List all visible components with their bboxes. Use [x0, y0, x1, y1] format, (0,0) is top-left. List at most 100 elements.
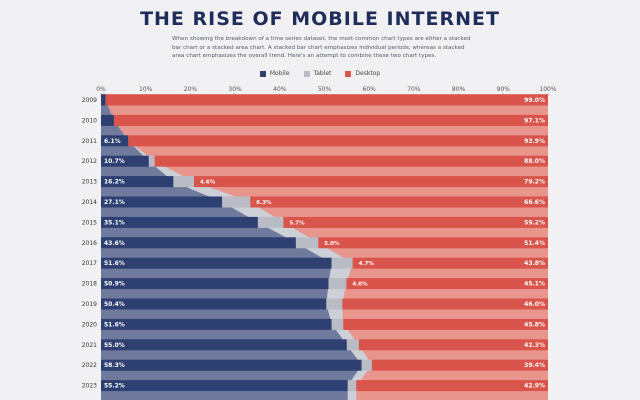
mobile-value-label: 50.9% [104, 281, 125, 288]
legend: Mobile Tablet Desktop [0, 70, 640, 77]
desktop-bar [346, 278, 548, 290]
desktop-value-label: 42.3% [524, 342, 545, 349]
desktop-value-label: 42.9% [524, 383, 545, 390]
year-label: 2010 [82, 117, 97, 124]
desktop-value-label: 88.0% [524, 158, 545, 165]
legend-swatch-desktop [345, 70, 352, 77]
tablet-bar [331, 257, 353, 269]
mobile-bar [101, 380, 348, 392]
year-label: 2009 [82, 97, 97, 104]
mobile-value-label: 55.2% [104, 383, 125, 390]
desktop-value-label: 79.2% [524, 179, 545, 186]
year-label: 2011 [82, 138, 97, 145]
tablet-value-label: 4.7% [359, 261, 375, 267]
mobile-bar [101, 278, 329, 290]
desktop-value-label: 45.8% [524, 321, 545, 328]
legend-label-desktop: Desktop [355, 70, 381, 77]
x-tick-label: 20% [184, 86, 198, 93]
mobile-value-label: 6.1% [104, 138, 121, 145]
legend-swatch-mobile [259, 70, 266, 77]
tablet-bar [173, 176, 194, 188]
year-label: 2014 [82, 199, 97, 206]
desktop-bar [128, 135, 548, 147]
x-tick-label: 100% [539, 86, 556, 93]
tablet-bar [222, 196, 251, 208]
legend-item-mobile: Mobile [259, 70, 290, 77]
mobile-value-label: 51.6% [104, 321, 125, 328]
x-tick-label: 80% [452, 86, 466, 93]
mobile-bar [101, 237, 296, 249]
year-label: 2013 [82, 179, 97, 186]
tablet-value-label: 5.7% [289, 220, 305, 226]
x-tick-label: 50% [318, 86, 332, 93]
mobile-bar [101, 155, 149, 167]
desktop-value-label: 99.0% [524, 97, 545, 104]
mobile-bar [101, 135, 129, 147]
x-tick-label: 30% [228, 86, 242, 93]
x-tick-label: 60% [363, 86, 377, 93]
desktop-bar [358, 339, 548, 351]
year-label: 2018 [82, 281, 97, 288]
desktop-bar [105, 94, 548, 106]
tablet-value-label: 5.0% [324, 241, 340, 247]
x-tick-label: 90% [497, 86, 511, 93]
legend-label-mobile: Mobile [269, 70, 290, 77]
desktop-value-label: 59.2% [524, 219, 545, 226]
year-label: 2022 [82, 362, 97, 369]
desktop-value-label: 97.1% [524, 117, 545, 124]
x-tick-label: 40% [273, 86, 287, 93]
tablet-value-label: 4.0% [352, 282, 368, 288]
legend-item-desktop: Desktop [345, 70, 380, 77]
desktop-bar [343, 318, 548, 330]
mobile-bar [101, 176, 174, 188]
desktop-value-label: 39.4% [524, 362, 545, 369]
mobile-bar [101, 216, 258, 228]
mobile-value-label: 50.4% [104, 301, 125, 308]
tablet-value-label: 6.3% [256, 200, 272, 206]
year-label: 2012 [82, 158, 97, 165]
chart-subtitle: When showing the breakdown of a time ser… [172, 36, 471, 60]
tablet-bar [346, 339, 359, 351]
tablet-bar [328, 278, 347, 290]
year-label: 2021 [82, 342, 97, 349]
desktop-bar [154, 155, 548, 167]
desktop-value-label: 43.8% [524, 260, 545, 267]
legend-label-tablet: Tablet [313, 70, 332, 77]
mobile-bar [101, 298, 327, 310]
desktop-value-label: 93.9% [524, 138, 545, 145]
year-label: 2020 [82, 321, 97, 328]
tablet-bar [295, 237, 319, 249]
tablet-bar [347, 380, 357, 392]
desktop-value-label: 46.0% [524, 301, 545, 308]
desktop-bar [342, 298, 548, 310]
chart-title: THE RISE OF MOBILE INTERNET [140, 8, 500, 30]
mobile-value-label: 55.0% [104, 342, 125, 349]
desktop-bar [318, 237, 548, 249]
mobile-value-label: 58.3% [104, 362, 125, 369]
year-label: 2023 [82, 383, 97, 390]
mobile-bar [101, 196, 223, 208]
x-tick-label: 70% [407, 86, 421, 93]
mobile-value-label: 35.1% [104, 219, 125, 226]
desktop-bar [250, 196, 548, 208]
tablet-bar [148, 155, 155, 167]
mobile-value-label: 16.2% [104, 179, 125, 186]
mobile-bar [101, 114, 114, 126]
mobile-bar [101, 257, 332, 269]
tablet-bar [331, 318, 344, 330]
x-tick-label: 10% [139, 86, 153, 93]
year-label: 2017 [82, 260, 97, 267]
mobile-bar [101, 318, 332, 330]
desktop-value-label: 66.6% [524, 199, 545, 206]
mobile-value-label: 27.1% [104, 199, 125, 206]
tablet-bar [326, 298, 343, 310]
desktop-bar [371, 359, 548, 371]
desktop-bar [113, 114, 548, 126]
legend-swatch-tablet [303, 70, 310, 77]
tablet-bar [257, 216, 284, 228]
mobile-value-label: 51.6% [104, 260, 125, 267]
desktop-bar [193, 176, 548, 188]
mobile-bar [101, 94, 106, 106]
desktop-value-label: 45.1% [524, 281, 545, 288]
